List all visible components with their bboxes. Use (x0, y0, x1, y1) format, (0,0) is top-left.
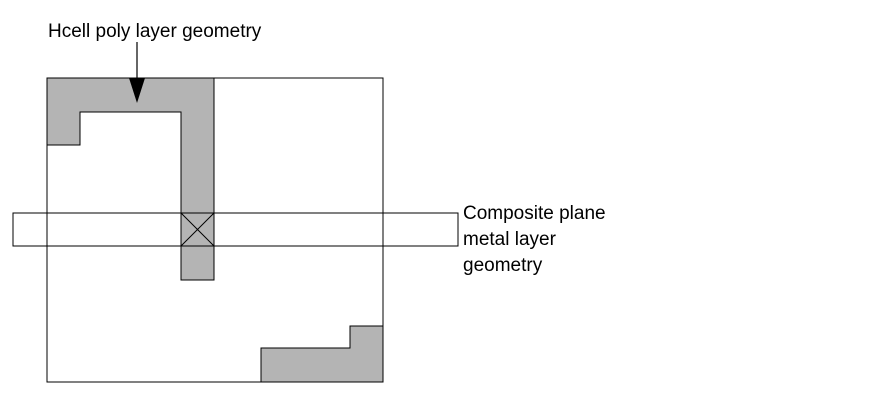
hcell-poly-label: Hcell poly layer geometry (48, 21, 262, 42)
metal-layer-strip (12, 212, 459, 247)
composite-metal-label-line-3: geometry (463, 255, 543, 276)
poly-geometry-top-left (46, 77, 215, 281)
hcell-boundary (46, 77, 384, 383)
hcell-arrow-head (129, 78, 145, 103)
composite-metal-label-line-1: Composite plane (463, 203, 606, 224)
composite-metal-label-line-2: metal layer (463, 229, 557, 250)
contact-cross-line-2 (180, 212, 215, 247)
contact-box (180, 212, 215, 247)
poly-geometry-bottom-right (260, 325, 384, 383)
